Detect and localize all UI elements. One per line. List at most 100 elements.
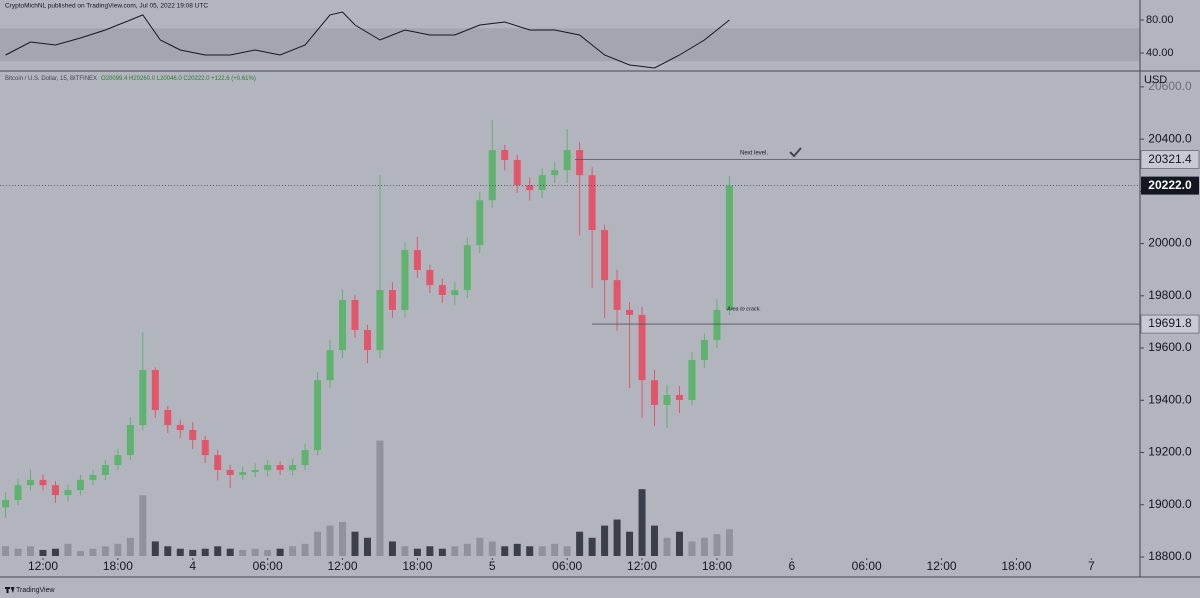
x-tick-label: 06:00 — [852, 559, 882, 573]
price-pane — [0, 120, 1140, 556]
volume-bar — [114, 543, 122, 556]
x-tick-label: 12:00 — [328, 559, 358, 573]
volume-bar — [301, 543, 309, 556]
volume-bar — [326, 525, 334, 556]
candle-body — [688, 360, 696, 401]
x-tick-label: 5 — [489, 559, 496, 573]
candle-body — [388, 290, 396, 310]
volume-bar — [601, 525, 609, 556]
candle-body — [626, 309, 634, 315]
volume-bar — [363, 537, 371, 556]
candle-body — [438, 285, 446, 296]
rsi-pane — [0, 11, 1140, 69]
volume-bar — [576, 531, 584, 556]
candle-body — [214, 455, 222, 470]
candle-body — [139, 369, 147, 426]
candle-body — [239, 472, 247, 475]
candle-body — [176, 425, 184, 431]
candle-body — [725, 185, 733, 310]
candle-body — [413, 250, 421, 270]
volume-bar — [264, 549, 272, 556]
check-icon — [789, 147, 802, 158]
candle-body — [376, 290, 384, 351]
candle-body — [264, 465, 272, 470]
candle-body — [576, 150, 584, 176]
volume-bar — [14, 548, 22, 556]
candle-body — [551, 170, 559, 176]
candle-body — [2, 500, 10, 508]
candle-body — [14, 485, 22, 501]
x-tick-label: 12:00 — [627, 559, 657, 573]
volume-bar — [388, 541, 396, 556]
volume-bar — [413, 548, 421, 556]
volume-bar — [688, 541, 696, 556]
volume-bar — [700, 537, 708, 556]
volume-bar — [214, 546, 222, 556]
x-tick-label: 12:00 — [28, 559, 58, 573]
volume-bar — [139, 495, 147, 556]
volume-bar — [626, 531, 634, 556]
candle-body — [289, 465, 297, 470]
rsi-tick-label: 80.00 — [1146, 14, 1174, 26]
volume-bar — [189, 549, 197, 556]
last-price-bg — [1141, 176, 1199, 195]
volume-bar — [451, 546, 459, 556]
axes: 80.00 40.00 18800.0 19000.0 19200.0 19400.0 19… — [28, 14, 1200, 573]
volume-bar — [314, 531, 322, 556]
annotation: Next level. — [740, 151, 768, 157]
volume-bar — [538, 546, 546, 556]
last-price-label: 20222.0 — [1148, 178, 1192, 192]
level-label-bg — [1140, 314, 1200, 334]
candle-body — [588, 175, 596, 230]
currency-label: USD — [1144, 74, 1167, 86]
x-tick-label: 6 — [788, 559, 795, 573]
candle-body — [114, 455, 122, 466]
volume-bar — [351, 531, 359, 556]
level-label: 20321.4 — [1148, 152, 1192, 166]
x-tick-label: 4 — [189, 559, 196, 573]
rsi-line — [5, 11, 730, 69]
volume-bar — [663, 537, 671, 556]
candle-body — [526, 185, 534, 191]
candle-body — [39, 479, 47, 486]
candle-body — [563, 150, 571, 171]
x-tick-label: 12:00 — [927, 559, 957, 573]
y-tick-label: 19800.0 — [1148, 288, 1192, 302]
candle-body — [251, 469, 259, 473]
footer-brand: TradingView — [16, 587, 55, 594]
rsi-tick-label: 40.00 — [1146, 47, 1174, 59]
candle-body — [613, 280, 621, 310]
candle-body — [164, 409, 172, 426]
volume-bar — [226, 548, 234, 556]
candle-body — [601, 229, 609, 281]
x-tick-label: 18:00 — [103, 559, 133, 573]
volume-bar — [339, 521, 347, 556]
candle-body — [326, 350, 334, 381]
y-tick-label: 20000.0 — [1148, 236, 1192, 250]
candle-body — [126, 425, 134, 456]
candle-body — [501, 150, 509, 161]
x-tick-label: 7 — [1088, 559, 1095, 573]
candle-body — [663, 395, 671, 405]
legend: Bitcoin / U.S. Dollar, 15, BITFINEX O2009… — [5, 76, 256, 82]
volume-bar — [463, 543, 471, 556]
x-tick-label: 18:00 — [402, 559, 432, 573]
volume-bar — [488, 541, 496, 556]
candle-body — [426, 269, 434, 286]
volume-bar — [239, 549, 247, 556]
tv-logo — [5, 587, 15, 593]
legend-ohlc: O20099.4 H20260.0 L20046.0 C20222.0 +122… — [101, 76, 256, 82]
y-tick-label: 20600.0 — [1148, 79, 1192, 93]
volume-bar — [675, 531, 683, 556]
candle-body — [488, 150, 496, 201]
candle-body — [27, 479, 35, 486]
candle-body — [700, 339, 708, 361]
candle-body — [276, 465, 284, 470]
candle-body — [189, 430, 197, 440]
candle-body — [226, 469, 234, 475]
x-tick-label: 06:00 — [552, 559, 582, 573]
rsi-band — [0, 28, 1140, 62]
